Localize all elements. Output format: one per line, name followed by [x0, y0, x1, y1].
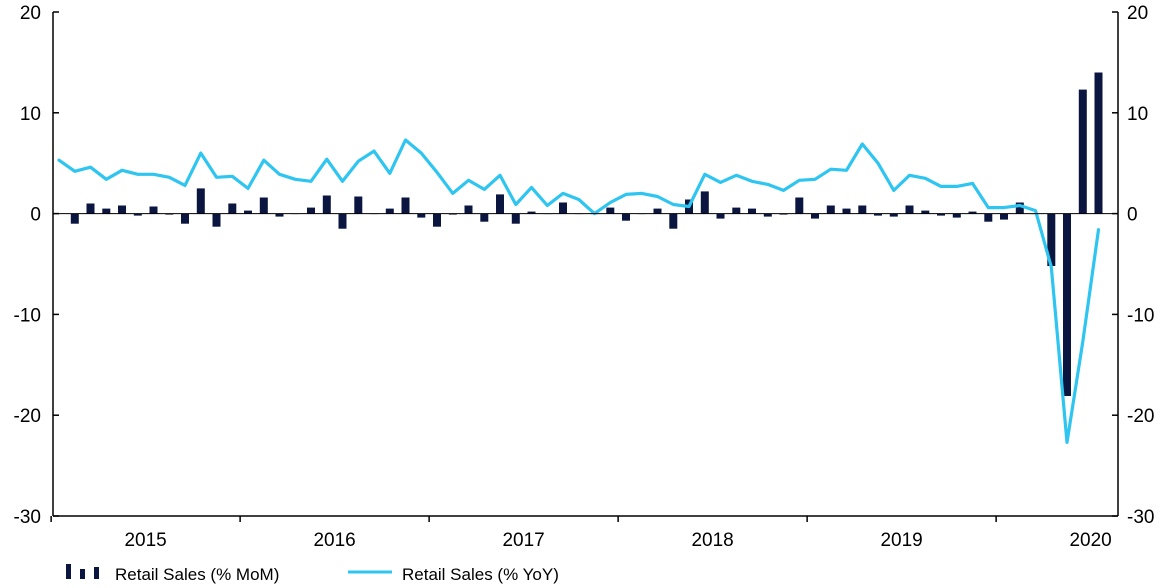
mom-bar [401, 197, 410, 214]
mom-bar [133, 213, 142, 216]
y-tick-label-right: -30 [1127, 507, 1154, 528]
x-tick-label: 2020 [1069, 530, 1111, 551]
mom-bar [417, 213, 426, 218]
mom-bar [1094, 72, 1103, 214]
mom-bar [1015, 202, 1024, 214]
legend-bar-swatch-3 [94, 567, 99, 579]
mom-bar [118, 205, 126, 214]
y-tick-label-left: -10 [14, 305, 41, 326]
mom-bar [968, 211, 977, 214]
mom-bar [606, 207, 615, 214]
legend: Retail Sales (% MoM) Retail Sales (% YoY… [66, 564, 559, 584]
x-tick-label: 2015 [124, 530, 166, 551]
x-tick-label: 2019 [880, 530, 922, 551]
mom-bar [1078, 89, 1087, 214]
mom-bar [874, 213, 882, 216]
mom-bar [496, 194, 504, 214]
mom-bar [196, 188, 205, 214]
y-tick-label-left: 10 [20, 104, 41, 125]
mom-bar [86, 203, 95, 214]
mom-bar [244, 210, 252, 214]
y-tick-label-left: -30 [14, 507, 41, 528]
mom-bar [937, 213, 945, 216]
mom-bar [811, 213, 819, 219]
mom-bar [748, 208, 756, 214]
mom-bar [307, 207, 315, 214]
legend-label-mom: Retail Sales (% MoM) [115, 565, 279, 584]
legend-bar-swatch-1 [66, 564, 71, 579]
y-tick-label-right: 20 [1127, 3, 1148, 24]
mom-bar [354, 196, 363, 214]
mom-bar [952, 213, 961, 218]
mom-bar [826, 205, 835, 214]
mom-bar [763, 213, 772, 217]
y-tick-label-right: 10 [1127, 104, 1148, 125]
mom-bar [212, 213, 221, 227]
mom-bar [905, 205, 914, 214]
y-tick-label-right: 0 [1127, 205, 1138, 226]
y-tick-label-left: -20 [14, 406, 41, 427]
mom-bar [70, 213, 79, 224]
mom-bar [464, 205, 473, 214]
mom-bar [385, 208, 394, 214]
mom-bar [149, 206, 158, 214]
mom-bar [842, 208, 851, 214]
x-tick-label: 2016 [313, 530, 355, 551]
mom-bar [433, 213, 441, 227]
mom-bar [889, 213, 898, 217]
mom-bar [338, 213, 347, 229]
legend-bar-swatch-2 [80, 569, 85, 579]
mom-bar [527, 211, 536, 214]
mom-bar [795, 197, 804, 214]
mom-bar [858, 205, 867, 214]
mom-bar [669, 213, 678, 229]
mom-bar [653, 208, 662, 214]
mom-bar [984, 213, 993, 222]
legend-label-yoy: Retail Sales (% YoY) [402, 565, 559, 584]
mom-bar [1047, 213, 1056, 266]
mom-bar [480, 213, 489, 222]
y-tick-label-left: 0 [30, 205, 41, 226]
mom-bar [181, 213, 189, 224]
mom-bar [716, 213, 725, 219]
y-tick-label-right: -20 [1127, 406, 1154, 427]
x-tick-label: 2017 [502, 530, 544, 551]
mom-bar [1063, 213, 1071, 396]
yoy-line [57, 138, 1101, 444]
mom-bar [1000, 213, 1008, 220]
mom-bar [228, 203, 237, 214]
mom-bar [322, 195, 331, 214]
yoy-line-group [57, 138, 1101, 444]
mom-bar [732, 207, 741, 214]
mom-bar [921, 210, 930, 214]
x-tick-label: 2018 [691, 530, 733, 551]
axes: 20 10 0 -10 -20 -30 20 10 0 -10 -20 -30 2015 2016 2017… [14, 3, 1155, 551]
mom-bar [275, 213, 284, 217]
y-tick-label-right: -10 [1127, 305, 1154, 326]
mom-bar [511, 213, 520, 224]
y-tick-label-left: 20 [20, 3, 41, 24]
mom-bar [559, 202, 567, 214]
mom-bars [70, 72, 1103, 396]
mom-bar [622, 213, 630, 221]
mom-bar [259, 197, 268, 214]
mom-bar [102, 208, 111, 214]
mom-bar [700, 191, 709, 214]
